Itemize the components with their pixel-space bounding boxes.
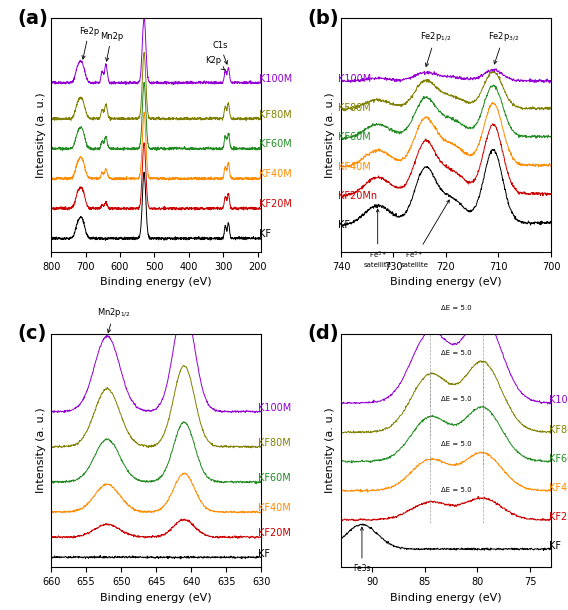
Text: ΔE = 5.0: ΔE = 5.0 (441, 396, 472, 402)
Text: KF80M: KF80M (549, 425, 568, 435)
Text: ΔE = 5.0: ΔE = 5.0 (441, 487, 472, 493)
Text: C1s: C1s (212, 41, 228, 64)
Text: KF80M: KF80M (339, 103, 371, 113)
Text: (d): (d) (307, 325, 339, 343)
Text: KF: KF (549, 542, 561, 551)
Y-axis label: Intensity (a. u.): Intensity (a. u.) (325, 92, 335, 178)
Text: Fe2p: Fe2p (79, 27, 99, 59)
Y-axis label: Intensity (a. u.): Intensity (a. u.) (36, 407, 45, 493)
Text: KF60M: KF60M (339, 132, 371, 142)
Text: KF40M: KF40M (260, 170, 292, 179)
Y-axis label: Intensity (a. u.): Intensity (a. u.) (36, 92, 45, 178)
Text: KF40M: KF40M (549, 483, 568, 493)
Text: KF20M: KF20M (549, 512, 568, 522)
Text: KF: KF (339, 220, 350, 230)
Text: K100M: K100M (260, 74, 293, 84)
Text: KF80M: KF80M (258, 438, 290, 448)
Text: Fe2p$_{3/2}$: Fe2p$_{3/2}$ (488, 30, 519, 64)
Text: K2p: K2p (205, 56, 224, 70)
Text: ΔE = 5.0: ΔE = 5.0 (441, 305, 472, 311)
Text: KF60M: KF60M (258, 473, 290, 483)
Text: (b): (b) (307, 9, 339, 28)
X-axis label: Binding energy (eV): Binding energy (eV) (390, 592, 502, 603)
Text: KF80M: KF80M (260, 110, 292, 120)
Text: ΔE = 5.0: ΔE = 5.0 (441, 350, 472, 356)
Text: KF40M: KF40M (339, 162, 371, 171)
Text: Mn2p$_{3/2}$: Mn2p$_{3/2}$ (0, 609, 1, 610)
Text: KF20M: KF20M (260, 199, 293, 209)
X-axis label: Binding energy (eV): Binding energy (eV) (101, 592, 212, 603)
Text: Fe3s: Fe3s (353, 527, 371, 573)
X-axis label: Binding energy (eV): Binding energy (eV) (390, 277, 502, 287)
Text: ΔE = 5.0: ΔE = 5.0 (441, 442, 472, 448)
Text: (c): (c) (18, 325, 47, 343)
X-axis label: Binding energy (eV): Binding energy (eV) (101, 277, 212, 287)
Text: K100M: K100M (549, 395, 568, 406)
Text: KF60M: KF60M (549, 454, 568, 464)
Text: KF: KF (260, 229, 272, 239)
Text: KF: KF (258, 548, 270, 559)
Text: KF60M: KF60M (260, 140, 292, 149)
Text: O1s: O1s (0, 609, 1, 610)
Text: KF20M: KF20M (258, 528, 290, 539)
Text: KF40M: KF40M (258, 503, 290, 513)
Text: (a): (a) (18, 9, 48, 28)
Text: Mn2p: Mn2p (100, 32, 123, 61)
Text: Fe$^{3+}$
satellite: Fe$^{3+}$ satellite (364, 209, 391, 268)
Text: Mn2p$_{1/2}$: Mn2p$_{1/2}$ (97, 306, 131, 332)
Text: K100M: K100M (339, 74, 371, 84)
Text: K100M: K100M (258, 403, 291, 413)
Text: KF20Mn: KF20Mn (339, 191, 378, 201)
Text: Fe2p$_{1/2}$: Fe2p$_{1/2}$ (420, 30, 451, 66)
Y-axis label: Intensity (a. u.): Intensity (a. u.) (325, 407, 335, 493)
Text: Fe$^{3+}$
satellite: Fe$^{3+}$ satellite (400, 200, 449, 268)
